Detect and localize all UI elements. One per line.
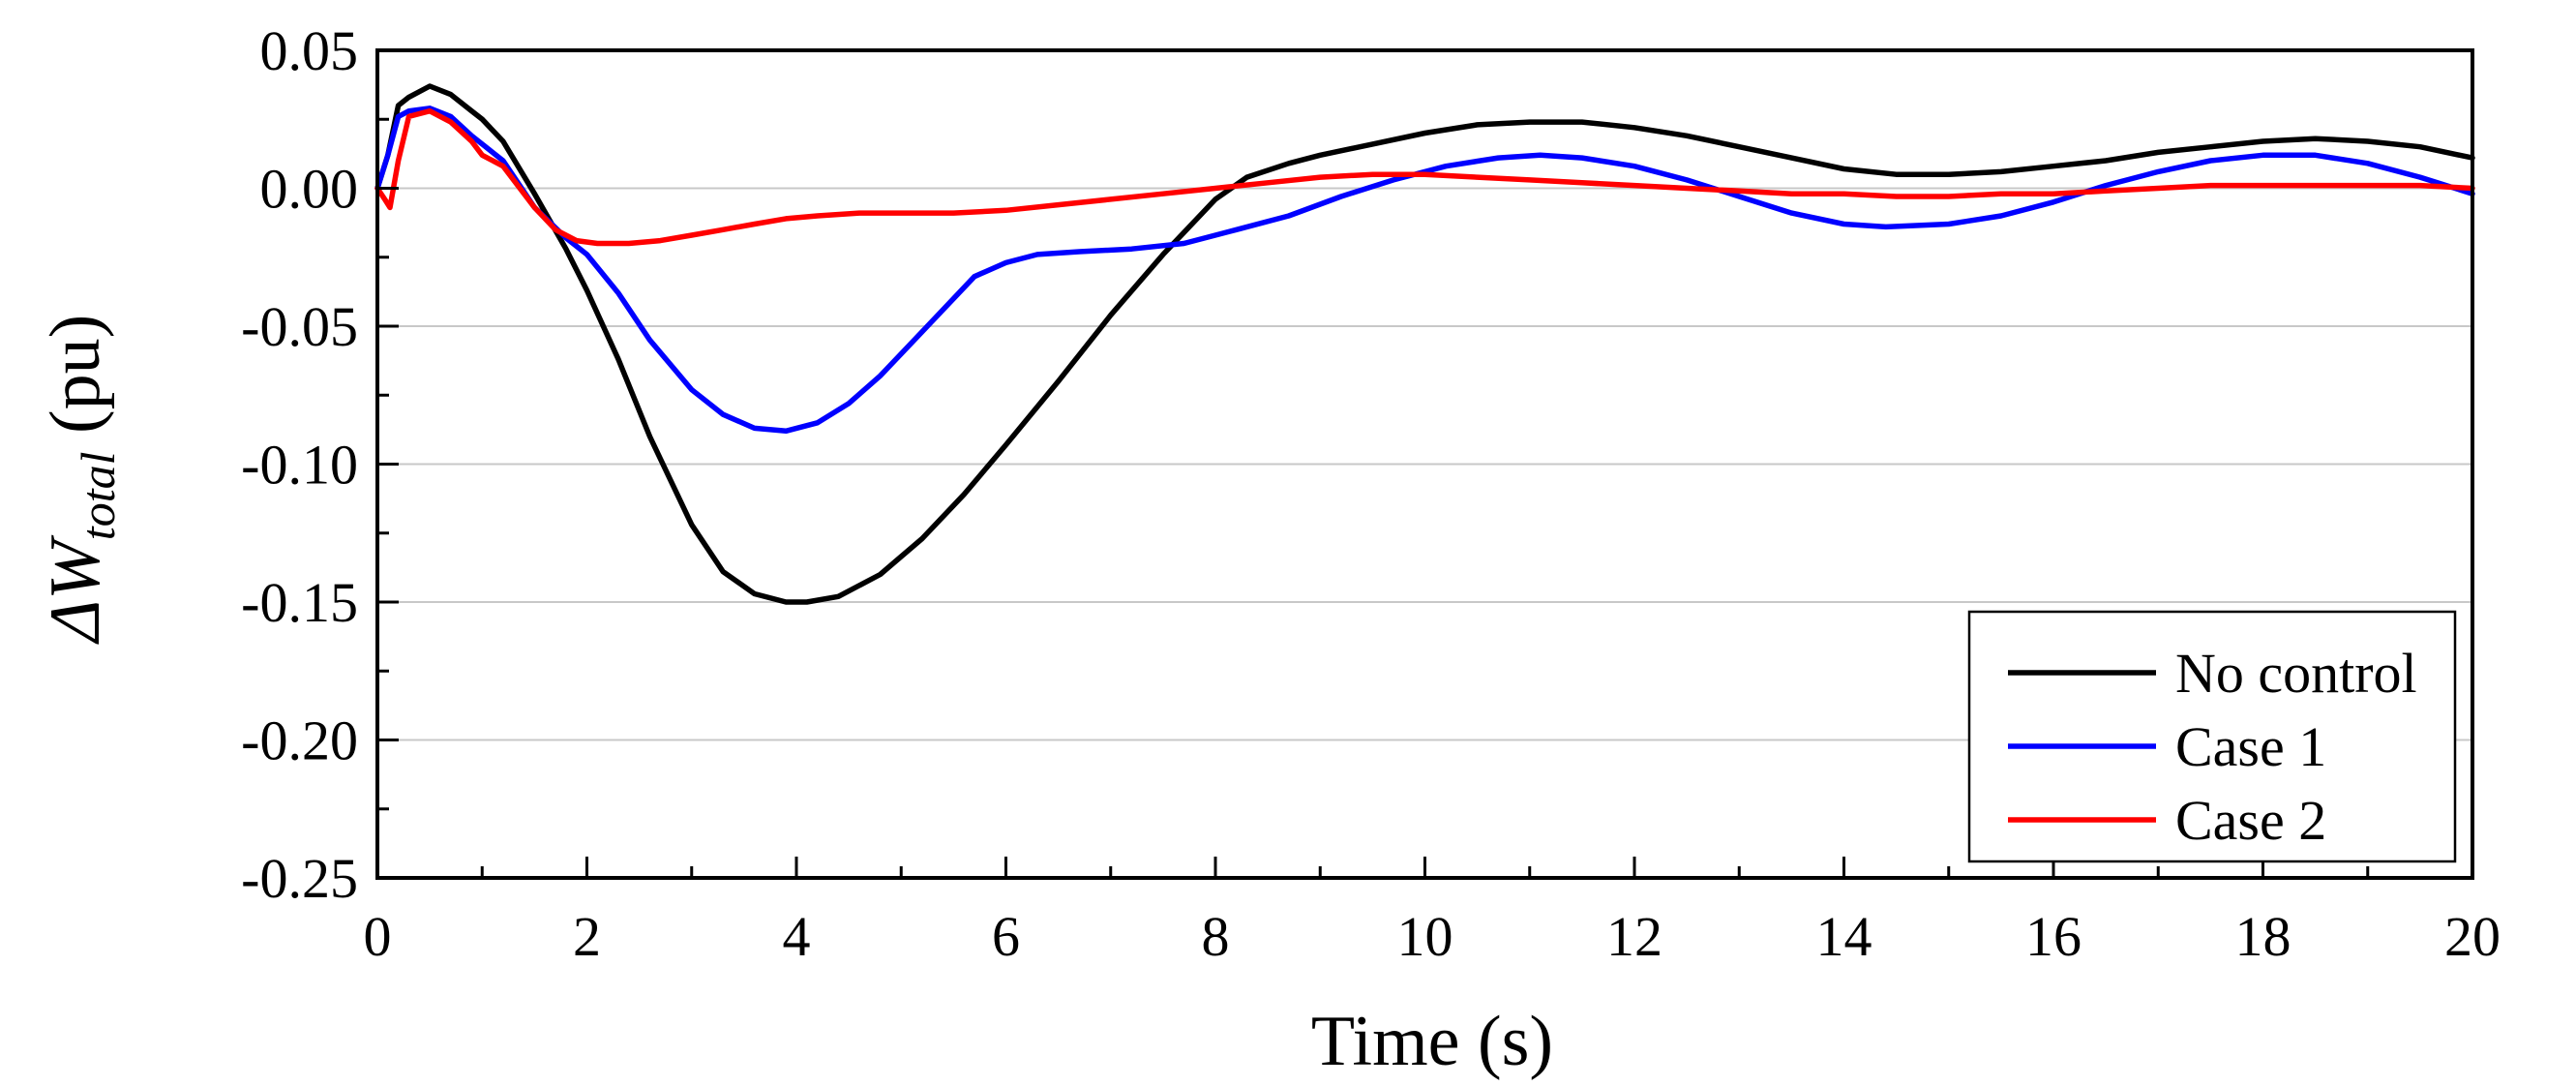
y-tick-label: 0.05 xyxy=(260,19,359,82)
series-line-case-2 xyxy=(374,107,2475,247)
x-tick-label: 4 xyxy=(783,905,811,968)
y-tick-label: -0.05 xyxy=(241,295,358,358)
x-tick-label: 10 xyxy=(1397,905,1453,968)
y-axis-title-unit: (pu) xyxy=(36,315,115,452)
x-tick-label: 16 xyxy=(2025,905,2082,968)
legend-label-case-1: Case 1 xyxy=(2175,715,2326,778)
x-tick-label: 12 xyxy=(1606,905,1662,968)
y-tick-label: 0.00 xyxy=(260,158,359,221)
legend-label-no-control: No control xyxy=(2175,642,2417,705)
x-tick-label: 2 xyxy=(573,905,601,968)
y-axis-title-subscript: total xyxy=(71,452,125,541)
x-tick-label: 8 xyxy=(1202,905,1230,968)
legend: No control Case 1 Case 2 xyxy=(1967,610,2457,863)
x-axis-title: Time (s) xyxy=(1311,1002,1553,1081)
series-lines xyxy=(374,83,2475,605)
x-tick-label: 18 xyxy=(2235,905,2291,968)
y-tick-label: -0.15 xyxy=(241,571,358,634)
x-tick-label: 20 xyxy=(2444,905,2501,968)
y-axis-title: ΔWtotal (pu) xyxy=(36,315,125,646)
series-line-no-control xyxy=(374,83,2475,605)
x-tick-label: 6 xyxy=(992,905,1020,968)
y-tick-label: -0.20 xyxy=(241,709,358,772)
x-tick-label: 0 xyxy=(364,905,392,968)
y-tick-labels: 0.05 0.00 -0.05 -0.10 -0.15 -0.20 -0.25 xyxy=(241,19,358,910)
x-tick-labels: 0 2 4 6 8 10 12 14 16 18 20 xyxy=(364,905,2501,968)
y-axis-title-symbol: ΔW xyxy=(36,534,115,645)
x-tick-label: 14 xyxy=(1816,905,1872,968)
y-tick-label: -0.10 xyxy=(241,434,358,497)
y-tick-label: -0.25 xyxy=(241,847,358,910)
series-line-case-1 xyxy=(374,106,2475,435)
legend-label-case-2: Case 2 xyxy=(2175,789,2326,852)
axis-ticks xyxy=(375,48,2474,880)
